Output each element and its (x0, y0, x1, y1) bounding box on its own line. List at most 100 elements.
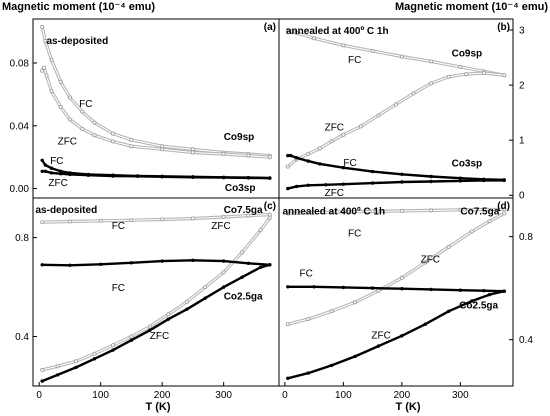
panel-c-series-0-point (267, 212, 272, 217)
panel-a-series-1-point (267, 155, 272, 160)
panel-b-series-1-point (306, 151, 311, 156)
left-x-axis-title: T (K) (145, 401, 170, 413)
panel-d-annotation: Co2.5ga (459, 301, 498, 312)
panel-c-series-2-point (160, 259, 164, 263)
panel-d-series-3-point (502, 289, 506, 293)
panel-d-series-0-point (481, 207, 486, 212)
panel-d-series-1-point (329, 309, 334, 314)
panel-c-series-3-point (111, 348, 115, 352)
panel-b-series-3-point (370, 181, 375, 185)
panel-b-series-1-point (429, 81, 434, 86)
panel-a-series-1-point (246, 153, 251, 158)
panel-a-series-1-point (129, 144, 134, 149)
panel-d-series-2-point (286, 285, 290, 289)
panel-c-series-2-point (68, 263, 72, 267)
panel-c-annotation: ZFC (150, 331, 169, 342)
panel-d-x-tick-label: 300 (452, 390, 469, 401)
panel-b-series-2-point (341, 165, 346, 170)
panel-c-x-tick-label: 200 (154, 390, 171, 401)
panel-d-series-1-point (423, 260, 428, 265)
panel-c-series-2-point (98, 262, 103, 266)
panel-c-series-3-point (148, 328, 152, 332)
panel-d-series-1-point (487, 219, 492, 224)
panel-c-annotation: as-deposited (36, 205, 98, 216)
panel-b-series-3-point (294, 184, 299, 189)
panel-a-series-0-line-core (41, 26, 271, 157)
panel-c-series-1-point (267, 215, 272, 220)
panel-d-series-0-point (399, 208, 404, 213)
panel-a-series-1-point (111, 139, 116, 144)
panel-d-series-3-point (306, 371, 310, 375)
panel-c-series-2-line (41, 259, 271, 267)
panel-d-series-2-point (312, 285, 316, 289)
right-y-axis-title: Magnetic moment (10⁻⁴ emu) (395, 1, 548, 13)
panel-a-annotation: ZFC (58, 137, 77, 148)
panel-b-series-2-point (294, 156, 299, 160)
panel-b-series-3-point (286, 186, 290, 191)
panel-b-series-1-point (329, 139, 334, 144)
panel-b-series-1-point (285, 164, 290, 169)
panel-b-series-0-point (285, 27, 290, 32)
panel-d-series-3-point (376, 344, 381, 348)
panel-d-series-0-point (429, 208, 434, 213)
panel-c-series-1-point (111, 343, 116, 348)
panel-a-series-1-point (160, 147, 165, 152)
panel-a-series-3-point (268, 176, 272, 180)
panel-b-series-1-point (502, 73, 507, 78)
panel-b-series-2-point (429, 174, 433, 179)
panel-c-x-tick-label: 0 (36, 390, 42, 401)
panel-d-y-tick-label: 0.4 (519, 335, 533, 346)
panel-b-series-1-point (317, 146, 322, 151)
right-x-axis-title: T (K) (395, 401, 420, 413)
panel-a-series-3-point (191, 175, 195, 179)
panel-b-annotation: ZFC (325, 188, 344, 199)
panel-d-x-tick-label: 200 (394, 390, 411, 401)
panel-b-series-3-point (306, 183, 310, 187)
panel-b-series-1-point (464, 72, 469, 77)
panel-b-y-tick-label: 1 (519, 136, 525, 147)
panel-a-y-tick-label: 0.08 (10, 58, 30, 69)
panel-d-label: (d) (497, 201, 510, 212)
panel-a-series-1-point (92, 133, 97, 138)
panel-a-series-3-point (49, 171, 54, 175)
panel-c-annotation: Co7.5ga (224, 205, 263, 216)
panel-a-series-1-point (80, 126, 85, 131)
panel-c-annotation: FC (112, 221, 125, 232)
panel-a-series-2-point (40, 158, 44, 162)
panel-b-series-1-point (376, 113, 381, 118)
panel-b-series-3-point (341, 182, 346, 186)
panel-a-series-2-point (43, 163, 47, 167)
panel-d-series-0-point (341, 209, 346, 214)
panel-c-series-1-point (221, 270, 226, 275)
panel-b-series-2-point (370, 169, 375, 174)
panel-a-y-tick-label: 0.00 (10, 184, 30, 195)
panel-c-series-1-point (129, 334, 134, 339)
panel-d-x-tick-label: 100 (335, 390, 352, 401)
panel-b-series-3-point (429, 179, 433, 184)
panel-c-series-1-point (40, 367, 45, 372)
panel-b: 0 1 2 3 annealed at 400º C 1h FC Co9sp ZFC FC Co3… (278, 18, 525, 202)
panel-c-series-1-point (240, 250, 245, 255)
panel-b-series-3-point (400, 180, 404, 184)
panel-b-annotation: ZFC (325, 122, 344, 133)
panel-d-series-1-point (502, 211, 507, 216)
left-y-axis-title: Magnetic moment (10⁻⁴ emu) (2, 1, 155, 13)
panel-c-series-2-point (191, 258, 195, 262)
panel-d-series-0-point (312, 210, 317, 215)
panel-c-series-3-point (92, 357, 97, 361)
panel-d-annotation: annealed at 400º C 1h (283, 207, 386, 218)
panel-d-series-1-point (469, 229, 474, 234)
panel-b-y-tick-label: 0 (519, 191, 525, 202)
panel-b-series-2-point (318, 162, 322, 166)
panel-c-series-0-point (98, 218, 103, 223)
panel-b-series-1-line-core (287, 72, 505, 168)
panel-c-label: (c) (264, 201, 276, 212)
panel-a-series-3-point (221, 175, 226, 180)
panel-c-series-2-point (246, 261, 250, 265)
panel-d-series-3-point (423, 322, 427, 326)
panel-d-series-2-point (400, 287, 404, 291)
panel-a-annotation: as-deposited (47, 36, 109, 47)
panel-a-series-1-point (42, 65, 47, 70)
panel-a-annotation: FC (79, 99, 92, 110)
panel-b-series-2-point (286, 153, 290, 158)
